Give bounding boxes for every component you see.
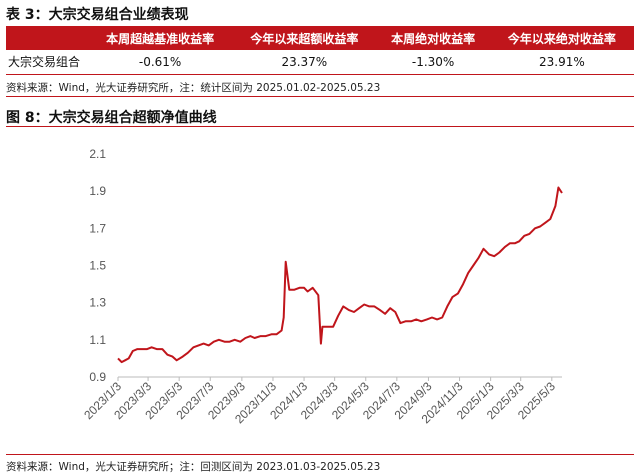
figure8-source-note: 资料来源：Wind，光大证券研究所；注：回测区间为 2023.01.03-202… — [6, 461, 381, 473]
y-tick-label: 1.5 — [89, 259, 106, 273]
y-tick-label: 1.1 — [89, 333, 106, 347]
divider — [6, 96, 634, 97]
y-tick-label: 1.9 — [89, 184, 106, 198]
y-tick-label: 1.7 — [89, 221, 106, 235]
header-ytd-absolute: 今年以来绝对收益率 — [489, 26, 634, 50]
table-header-row: 本周超越基准收益率 今年以来超额收益率 本周绝对收益率 今年以来绝对收益率 — [6, 26, 634, 50]
weekly-excess-cell: -0.61% — [88, 50, 233, 75]
y-tick-label: 1.3 — [89, 296, 106, 310]
weekly-absolute-cell: -1.30% — [376, 50, 490, 75]
y-tick-label: 0.9 — [89, 370, 106, 384]
performance-table: 本周超越基准收益率 今年以来超额收益率 本周绝对收益率 今年以来绝对收益率 大宗… — [6, 26, 634, 75]
portfolio-name-cell: 大宗交易组合 — [6, 50, 88, 75]
figure8-title: 图 8：大宗交易组合超额净值曲线 — [6, 110, 217, 126]
header-ytd-excess: 今年以来超额收益率 — [232, 26, 377, 50]
header-weekly-excess: 本周超越基准收益率 — [88, 26, 233, 50]
divider — [6, 454, 634, 455]
ytd-excess-cell: 23.37% — [232, 50, 377, 75]
table3-title: 表 3：大宗交易组合业绩表现 — [6, 7, 189, 23]
excess-nav-line-chart: 0.91.11.31.51.71.92.12023/1/32023/3/3202… — [81, 147, 563, 426]
ytd-absolute-cell: 23.91% — [489, 50, 634, 75]
divider — [6, 126, 634, 127]
table3-source-note: 资料来源：Wind，光大证券研究所，注：统计区间为 2025.01.02-202… — [6, 82, 381, 94]
table-row: 大宗交易组合 -0.61% 23.37% -1.30% 23.91% — [6, 50, 634, 75]
y-tick-label: 2.1 — [89, 147, 106, 161]
series-line — [117, 186, 563, 364]
header-cell-blank — [6, 26, 88, 50]
header-weekly-absolute: 本周绝对收益率 — [376, 26, 490, 50]
